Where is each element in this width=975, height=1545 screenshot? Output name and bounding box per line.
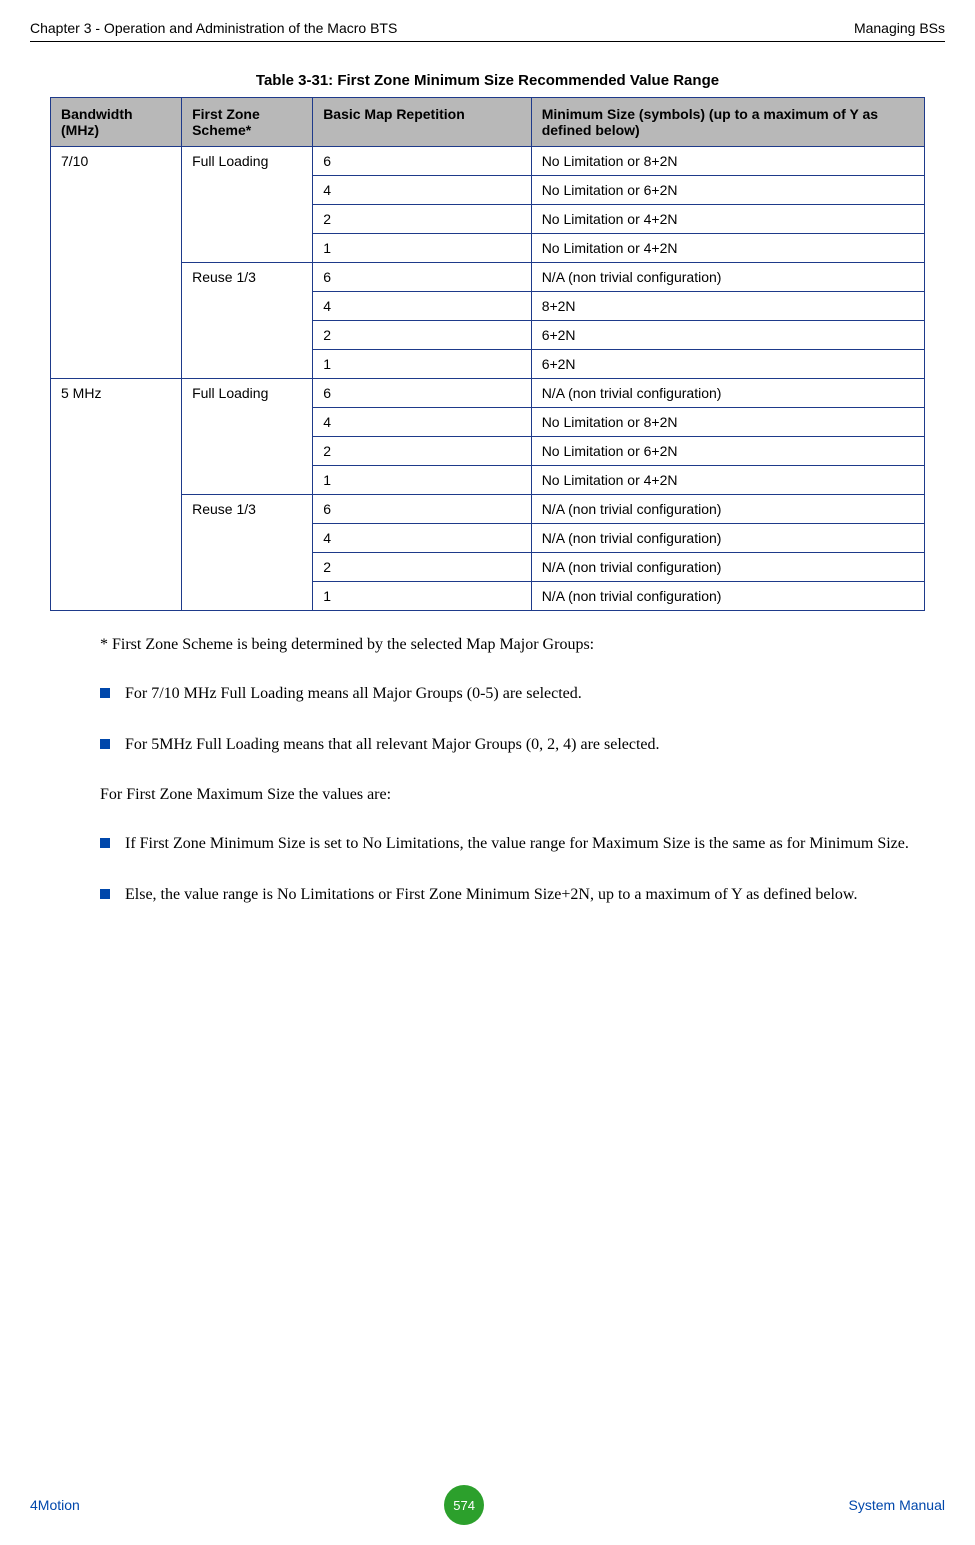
bullet-square-icon (100, 838, 110, 848)
cell-minsize: N/A (non trivial configuration) (531, 553, 924, 582)
page-number-badge: 574 (444, 1485, 484, 1525)
recommended-value-table: Bandwidth (MHz) First Zone Scheme* Basic… (50, 97, 925, 611)
bullet-text: For 5MHz Full Loading means that all rel… (125, 731, 925, 760)
bullet-item: For 7/10 MHz Full Loading means all Majo… (50, 680, 925, 709)
cell-bandwidth: 5 MHz (51, 379, 182, 611)
bullet-item: If First Zone Minimum Size is set to No … (50, 830, 925, 859)
cell-minsize: N/A (non trivial configuration) (531, 379, 924, 408)
cell-repetition: 4 (313, 176, 532, 205)
page-footer: 4Motion 574 System Manual (0, 1485, 975, 1525)
th-repetition: Basic Map Repetition (313, 98, 532, 147)
table-header-row: Bandwidth (MHz) First Zone Scheme* Basic… (51, 98, 925, 147)
footer-right: System Manual (849, 1497, 945, 1513)
cell-scheme: Reuse 1/3 (182, 495, 313, 611)
cell-minsize: No Limitation or 8+2N (531, 147, 924, 176)
header-right: Managing BSs (854, 20, 945, 36)
table-row: Reuse 1/36N/A (non trivial configuration… (51, 495, 925, 524)
cell-repetition: 1 (313, 582, 532, 611)
cell-repetition: 6 (313, 263, 532, 292)
header-left: Chapter 3 - Operation and Administration… (30, 20, 397, 36)
cell-minsize: No Limitation or 4+2N (531, 234, 924, 263)
footer-left: 4Motion (30, 1497, 80, 1513)
bullet-item: For 5MHz Full Loading means that all rel… (50, 731, 925, 760)
cell-minsize: No Limitation or 4+2N (531, 466, 924, 495)
bullet-square-icon (100, 688, 110, 698)
th-bandwidth: Bandwidth (MHz) (51, 98, 182, 147)
cell-minsize: No Limitation or 6+2N (531, 176, 924, 205)
cell-repetition: 2 (313, 553, 532, 582)
cell-minsize: N/A (non trivial configuration) (531, 524, 924, 553)
cell-scheme: Full Loading (182, 147, 313, 263)
cell-repetition: 2 (313, 321, 532, 350)
bullet-text: If First Zone Minimum Size is set to No … (125, 830, 925, 859)
bullet-square-icon (100, 889, 110, 899)
cell-repetition: 4 (313, 524, 532, 553)
cell-minsize: N/A (non trivial configuration) (531, 263, 924, 292)
th-scheme: First Zone Scheme* (182, 98, 313, 147)
bullet-text: Else, the value range is No Limitations … (125, 881, 925, 910)
page-header: Chapter 3 - Operation and Administration… (0, 0, 975, 36)
cell-minsize: No Limitation or 6+2N (531, 437, 924, 466)
cell-minsize: 6+2N (531, 321, 924, 350)
cell-minsize: N/A (non trivial configuration) (531, 582, 924, 611)
table-caption: Table 3-31: First Zone Minimum Size Reco… (50, 72, 925, 89)
body-text: * First Zone Scheme is being determined … (50, 631, 925, 910)
page-content: Table 3-31: First Zone Minimum Size Reco… (0, 42, 975, 910)
cell-repetition: 4 (313, 292, 532, 321)
cell-repetition: 6 (313, 379, 532, 408)
cell-minsize: No Limitation or 4+2N (531, 205, 924, 234)
para-maxsize: For First Zone Maximum Size the values a… (50, 781, 925, 810)
cell-repetition: 1 (313, 466, 532, 495)
note-paragraph: * First Zone Scheme is being determined … (50, 631, 925, 660)
cell-repetition: 6 (313, 147, 532, 176)
cell-repetition: 4 (313, 408, 532, 437)
cell-repetition: 2 (313, 205, 532, 234)
cell-minsize: No Limitation or 8+2N (531, 408, 924, 437)
bullet-text: For 7/10 MHz Full Loading means all Majo… (125, 680, 925, 709)
table-row: 7/10Full Loading6No Limitation or 8+2N (51, 147, 925, 176)
cell-minsize: 6+2N (531, 350, 924, 379)
cell-scheme: Reuse 1/3 (182, 263, 313, 379)
th-minsize: Minimum Size (symbols) (up to a maximum … (531, 98, 924, 147)
table-row: Reuse 1/36N/A (non trivial configuration… (51, 263, 925, 292)
cell-repetition: 6 (313, 495, 532, 524)
cell-scheme: Full Loading (182, 379, 313, 495)
table-row: 5 MHzFull Loading6N/A (non trivial confi… (51, 379, 925, 408)
cell-repetition: 1 (313, 350, 532, 379)
cell-repetition: 1 (313, 234, 532, 263)
bullet-square-icon (100, 739, 110, 749)
bullet-item: Else, the value range is No Limitations … (50, 881, 925, 910)
cell-minsize: N/A (non trivial configuration) (531, 495, 924, 524)
cell-minsize: 8+2N (531, 292, 924, 321)
cell-repetition: 2 (313, 437, 532, 466)
cell-bandwidth: 7/10 (51, 147, 182, 379)
